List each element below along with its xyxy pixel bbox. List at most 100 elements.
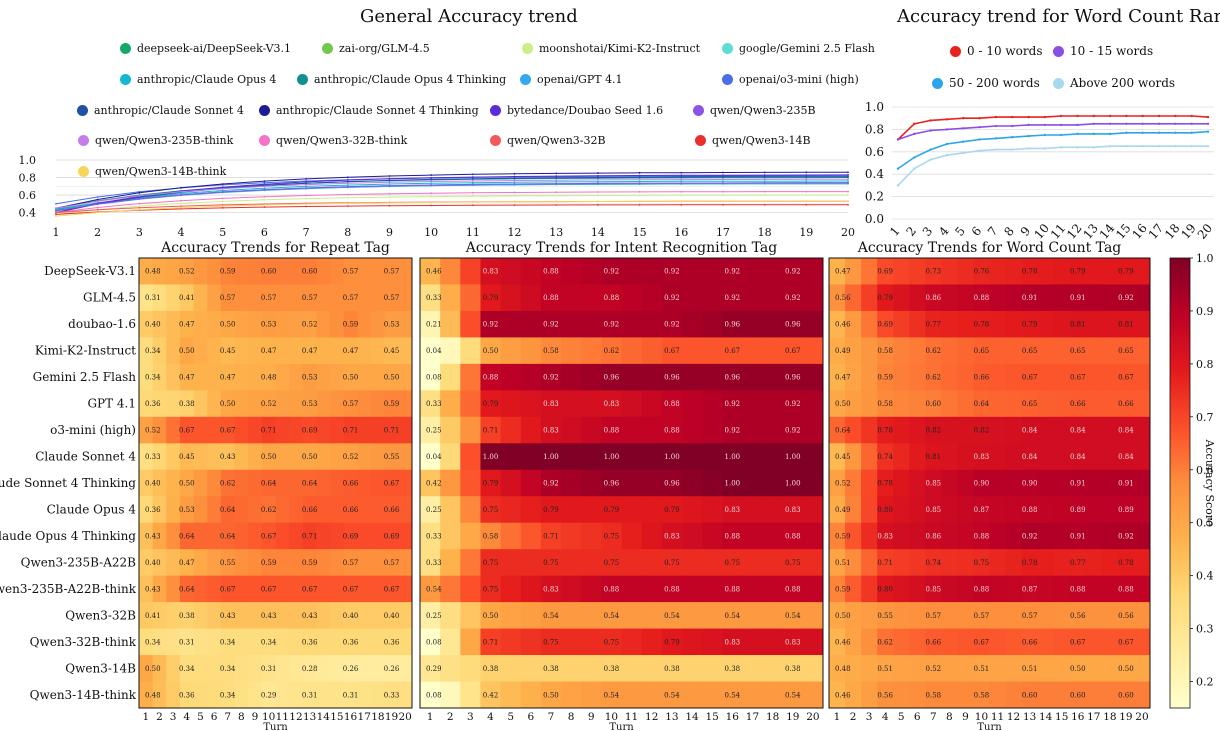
heatmap-cell xyxy=(925,496,942,524)
heatmap-cell xyxy=(1021,284,1039,312)
cell-label: 0.48 xyxy=(145,268,161,276)
heatmap-cell xyxy=(1053,549,1071,577)
data-point xyxy=(805,178,808,181)
cell-label: 0.96 xyxy=(604,480,620,488)
heatmap-cell xyxy=(371,522,386,550)
heatmap-cell xyxy=(1117,390,1135,418)
x-tick-label: 20 xyxy=(841,226,855,239)
cell-label: 0.04 xyxy=(426,453,442,461)
heatmap-cell xyxy=(722,522,743,550)
heatmap-cell xyxy=(289,575,304,603)
cell-label: 0.58 xyxy=(483,532,499,540)
x-tick-label: 16 xyxy=(344,711,358,723)
heatmap-cell xyxy=(909,549,926,577)
heatmap-cell xyxy=(540,575,562,603)
heatmap-cell xyxy=(440,443,461,471)
heatmap-cell xyxy=(1005,575,1023,603)
cell-label: 0.89 xyxy=(1118,506,1134,514)
heatmap-cell xyxy=(1085,496,1103,524)
heatmap-cell xyxy=(845,681,862,709)
heatmap-cell xyxy=(152,363,167,391)
cell-label: 0.43 xyxy=(145,585,161,593)
data-point xyxy=(962,140,965,143)
row-label: Qwen3-235B-A22B xyxy=(21,555,137,569)
heatmap-cell xyxy=(702,258,723,285)
cell-label: 0.96 xyxy=(725,321,741,329)
heatmap-cell xyxy=(248,390,263,418)
heatmap-cell xyxy=(661,390,683,418)
heatmap-cell xyxy=(802,258,824,285)
heatmap-cell xyxy=(540,655,562,683)
data-point xyxy=(305,194,308,197)
heatmap-cell xyxy=(941,681,958,709)
cell-label: 0.43 xyxy=(145,532,161,540)
heatmap-cell xyxy=(343,390,358,418)
heatmap-cell xyxy=(480,655,502,683)
data-point xyxy=(847,194,849,196)
heatmap-cell xyxy=(561,602,582,630)
cell-label: 0.67 xyxy=(1070,638,1086,646)
heatmap-cell xyxy=(384,443,399,471)
heatmap-cell xyxy=(1053,284,1071,312)
heatmap-cell xyxy=(193,628,208,656)
heatmap-cell xyxy=(762,655,784,683)
heatmap-cell xyxy=(1085,655,1103,683)
heatmap-cell xyxy=(762,575,784,603)
cell-label: 0.47 xyxy=(835,374,851,382)
data-point xyxy=(596,182,599,185)
heatmap-cell xyxy=(248,655,263,683)
cell-label: 0.75 xyxy=(725,559,741,567)
heatmap-cell xyxy=(641,310,663,338)
heatmap-cell xyxy=(641,522,663,550)
cell-label: 0.31 xyxy=(343,691,359,699)
heatmap-cell xyxy=(989,258,1007,285)
heatmap-cell xyxy=(989,575,1007,603)
heatmap-cell xyxy=(357,363,372,391)
cell-label: 0.67 xyxy=(384,585,400,593)
heatmap-cell xyxy=(1021,390,1039,418)
cell-label: 0.50 xyxy=(1070,665,1086,673)
data-point xyxy=(513,177,516,180)
heatmap-cell xyxy=(957,655,974,683)
heatmap-cell xyxy=(893,390,910,418)
heatmap-cell xyxy=(540,522,562,550)
heatmap-cell xyxy=(330,284,345,312)
cell-label: 0.46 xyxy=(426,268,442,276)
heatmap-cell xyxy=(371,628,386,656)
cell-label: 0.38 xyxy=(785,665,801,673)
heatmap-cell xyxy=(220,681,236,709)
heatmap-cell xyxy=(1005,390,1023,418)
cell-label: 0.92 xyxy=(664,268,680,276)
heatmap-cell xyxy=(420,549,441,577)
cell-label: 0.62 xyxy=(926,347,942,355)
data-point xyxy=(1141,145,1144,148)
heatmap-cell xyxy=(1069,390,1087,418)
legend-entry: Above 200 words xyxy=(1053,76,1175,90)
data-point xyxy=(180,190,182,193)
x-tick-label: 11 xyxy=(466,226,480,239)
heatmap-cell xyxy=(722,363,743,391)
heatmap-cell xyxy=(540,443,562,471)
heatmap-cell xyxy=(1133,284,1151,312)
heatmap-cell xyxy=(1037,469,1055,497)
heatmap-cell xyxy=(193,337,208,365)
heatmap-cell xyxy=(302,363,317,391)
cell-label: 0.08 xyxy=(426,691,442,699)
cell-label: 0.79 xyxy=(877,294,893,302)
heatmap-cell xyxy=(1037,549,1055,577)
legend-label: bytedance/Doubao Seed 1.6 xyxy=(507,104,664,117)
heatmap-cell xyxy=(973,258,990,285)
heatmap-cell xyxy=(742,284,764,312)
data-point xyxy=(1092,132,1095,136)
heatmap-cell xyxy=(973,284,990,312)
heatmap-cell xyxy=(480,681,502,709)
data-point xyxy=(978,125,981,129)
cell-label: 0.34 xyxy=(145,374,161,382)
cell-label: 0.21 xyxy=(426,321,442,329)
heatmap-cell xyxy=(500,363,522,391)
cell-label: 0.60 xyxy=(1070,691,1086,699)
heatmap-cell xyxy=(1005,628,1023,656)
cell-label: 0.65 xyxy=(1022,400,1038,408)
cell-label: 0.66 xyxy=(1118,400,1134,408)
cell-label: 0.87 xyxy=(1022,585,1038,593)
